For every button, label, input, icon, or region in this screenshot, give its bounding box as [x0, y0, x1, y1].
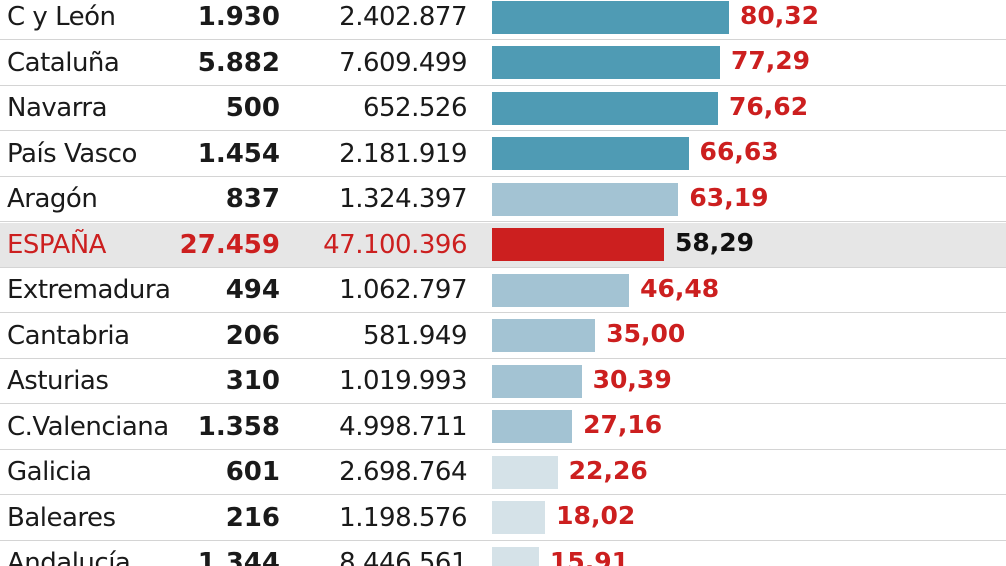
table-row: Navarra 500 652.526 — [0, 86, 1006, 131]
region-name: ESPAÑA — [7, 229, 106, 260]
cases-value: 310 — [225, 366, 280, 396]
region-name: Navarra — [7, 93, 108, 123]
table-row: C.Valenciana 1.358 4.998.711 — [0, 405, 1006, 450]
bar — [492, 455, 558, 489]
population-value: 1.198.576 — [339, 502, 467, 533]
region-name: Galicia — [7, 457, 92, 487]
cases-value: 206 — [225, 320, 280, 351]
bar-value-label: 77,29 — [731, 46, 811, 75]
region-name: País Vasco — [7, 138, 137, 169]
region-name: Extremadura — [7, 275, 171, 305]
region-name: C y León — [7, 2, 116, 32]
bar — [492, 137, 689, 170]
table-row: C y León 1.930 2.402.877 — [0, 0, 1006, 40]
population-value: 4.998.711 — [339, 411, 467, 442]
bar-value-label: 76,62 — [729, 91, 809, 121]
bar — [492, 182, 679, 216]
table-row: Andalucía 1.344 8.446.561 — [0, 541, 1006, 566]
bar-value-label: 66,63 — [699, 137, 779, 166]
bar-value-label: 58,29 — [674, 228, 755, 257]
cases-value: 1.930 — [197, 2, 280, 32]
bar — [492, 319, 596, 352]
cases-value: 27.459 — [179, 229, 280, 260]
cases-value: 837 — [225, 184, 280, 214]
bar — [492, 501, 546, 534]
population-value: 2.181.919 — [339, 138, 467, 169]
bar — [492, 546, 539, 566]
cases-value: 5.882 — [197, 47, 280, 78]
population-value: 2.698.764 — [339, 457, 467, 487]
population-value: 7.609.499 — [339, 47, 467, 78]
bar — [492, 46, 720, 79]
bar-value-label: 63,19 — [689, 182, 769, 212]
table-row: Extremadura 494 1.062.797 — [0, 268, 1006, 313]
table-row: Galicia 601 2.698.764 — [0, 450, 1006, 495]
region-name: Aragón — [7, 184, 98, 214]
bar — [492, 0, 729, 34]
bar — [492, 228, 664, 261]
bar — [492, 273, 630, 307]
table-row: País Vasco 1.454 2.181.919 — [0, 132, 1006, 177]
bar-value-label: 27,16 — [583, 410, 663, 439]
cases-value: 494 — [225, 275, 280, 305]
table-row: Cantabria 206 581.949 — [0, 314, 1006, 359]
cases-value: 1.344 — [197, 548, 280, 566]
population-value: 2.402.877 — [339, 2, 467, 32]
bar — [492, 410, 573, 443]
population-value: 8.446.561 — [339, 548, 467, 566]
cases-value: 1.454 — [197, 138, 280, 169]
bar-value-label: 80,32 — [739, 0, 820, 30]
table-row: Asturias 310 1.019.993 — [0, 359, 1006, 404]
bar — [492, 91, 719, 125]
bar-value-label: 46,48 — [640, 273, 720, 303]
population-value: 1.019.993 — [339, 366, 467, 396]
bar-value-label: 30,39 — [592, 364, 672, 394]
region-name: Asturias — [7, 366, 109, 396]
table-row: Aragón 837 1.324.397 — [0, 177, 1006, 222]
cases-value: 500 — [225, 93, 280, 123]
cases-value: 216 — [225, 502, 280, 533]
bar-value-label: 15,91 — [549, 546, 629, 566]
population-value: 1.324.397 — [339, 184, 467, 214]
cases-value: 601 — [225, 457, 280, 487]
region-name: Cataluña — [7, 47, 120, 78]
bar-value-label: 35,00 — [606, 319, 686, 348]
bar-value-label: 18,02 — [556, 501, 636, 530]
region-name: Cantabria — [7, 320, 130, 351]
region-name: Baleares — [7, 502, 116, 533]
region-name: Andalucía — [7, 548, 131, 566]
table-row: Cataluña 5.882 7.609.499 — [0, 41, 1006, 86]
population-value: 581.949 — [362, 320, 468, 351]
region-name: C.Valenciana — [7, 411, 169, 442]
population-value: 652.526 — [362, 93, 468, 123]
population-value: 1.062.797 — [339, 275, 467, 305]
bar-value-label: 22,26 — [568, 455, 648, 485]
table-row: Baleares 216 1.198.576 — [0, 496, 1006, 541]
population-value: 47.100.396 — [323, 229, 467, 260]
bar — [492, 364, 582, 398]
cases-value: 1.358 — [197, 411, 280, 442]
